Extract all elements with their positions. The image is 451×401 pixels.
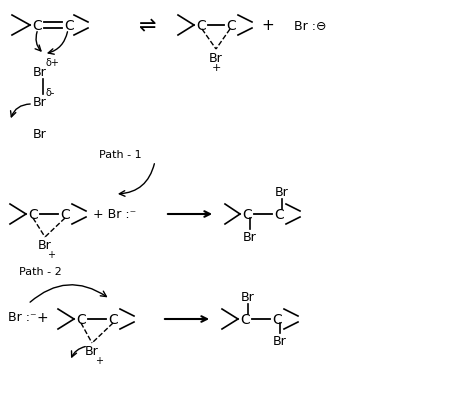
Text: +: +	[36, 310, 48, 324]
Text: C: C	[242, 207, 252, 221]
Text: δ+: δ+	[45, 58, 59, 68]
Text: Br: Br	[33, 128, 47, 141]
Text: + Br :⁻: + Br :⁻	[93, 208, 137, 221]
Text: δ-: δ-	[45, 88, 55, 98]
Text: Br :⁻: Br :⁻	[8, 311, 37, 324]
Text: C: C	[60, 207, 70, 221]
Text: Br: Br	[209, 51, 223, 64]
Text: Br: Br	[33, 66, 47, 79]
Text: +: +	[47, 249, 55, 259]
Text: Br: Br	[241, 291, 255, 304]
Text: C: C	[196, 19, 206, 33]
Text: +: +	[262, 18, 274, 33]
Text: C: C	[272, 312, 282, 326]
Text: Br: Br	[85, 344, 99, 358]
Text: C: C	[108, 312, 118, 326]
Text: Br: Br	[33, 95, 47, 108]
Text: C: C	[28, 207, 38, 221]
Text: +: +	[95, 355, 103, 365]
Text: Path - 1: Path - 1	[99, 150, 141, 160]
Text: C: C	[64, 19, 74, 33]
Text: Br :⊖: Br :⊖	[294, 20, 326, 32]
Text: Br: Br	[38, 239, 52, 252]
Text: C: C	[274, 207, 284, 221]
Text: +: +	[212, 63, 221, 73]
Text: Br: Br	[273, 335, 287, 348]
Text: C: C	[240, 312, 250, 326]
Text: C: C	[226, 19, 236, 33]
Text: Br: Br	[243, 231, 257, 244]
Text: Path - 2: Path - 2	[18, 266, 61, 276]
Text: C: C	[76, 312, 86, 326]
Text: C: C	[32, 19, 42, 33]
Text: ⇌: ⇌	[139, 16, 157, 36]
Text: Br: Br	[275, 186, 289, 199]
